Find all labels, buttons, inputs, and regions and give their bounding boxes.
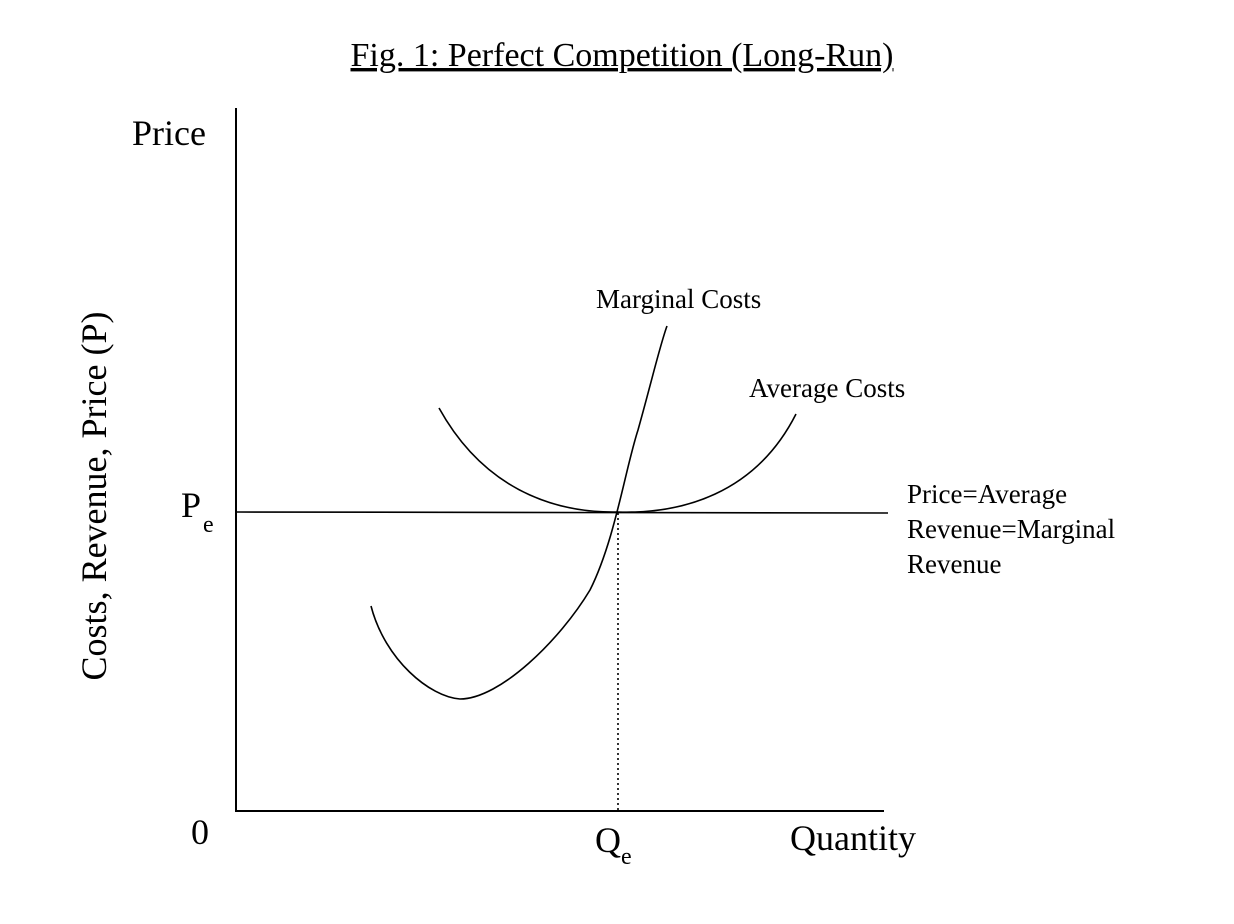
figure-title: Fig. 1: Perfect Competition (Long-Run) — [351, 37, 894, 74]
marginal-costs-label: Marginal Costs — [596, 284, 761, 314]
price-equilibrium-main: P — [181, 485, 201, 525]
price-line-label-2: Revenue=Marginal — [907, 514, 1115, 544]
price-equilibrium-label: P — [181, 485, 201, 525]
origin-label: 0 — [191, 812, 209, 852]
average-costs-curve — [438, 407, 797, 513]
y-axis-top-label: Price — [132, 113, 206, 153]
marginal-costs-curve — [370, 325, 668, 700]
quantity-equilibrium-subscript: e — [621, 844, 632, 870]
price-equilibrium-subscript: e — [203, 512, 214, 538]
y-axis-label: Costs, Revenue, Price (P) — [74, 312, 114, 681]
price-line — [235, 511, 889, 514]
x-axis-label: Quantity — [790, 818, 916, 858]
price-line-label-3: Revenue — [907, 549, 1001, 579]
price-line-label-1: Price=Average — [907, 479, 1067, 509]
average-costs-label: Average Costs — [749, 373, 905, 403]
quantity-equilibrium-main: Q — [595, 820, 621, 860]
quantity-equilibrium-label: Q — [595, 820, 621, 860]
